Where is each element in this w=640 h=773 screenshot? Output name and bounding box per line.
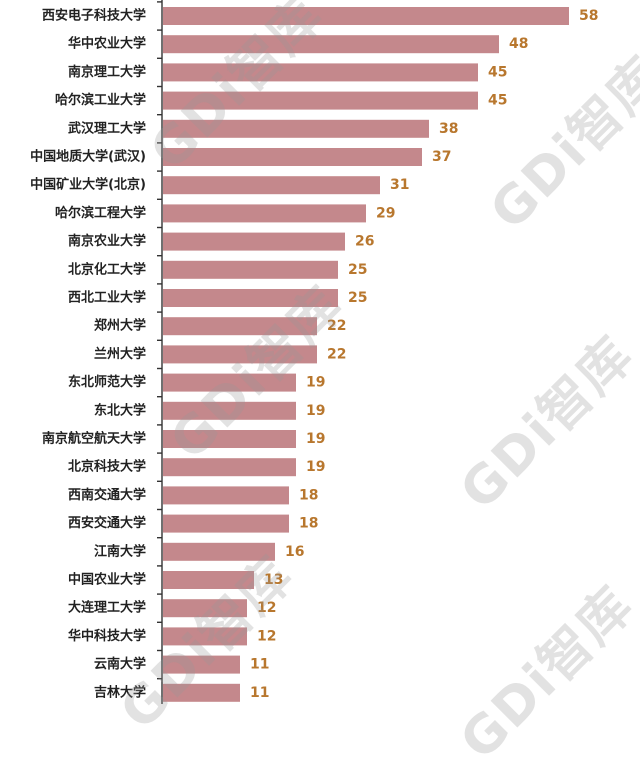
data-label: 19 [306, 403, 325, 419]
bar [163, 599, 247, 618]
category-label: 江南大学 [94, 543, 146, 559]
data-label: 45 [488, 64, 507, 80]
category-label: 中国矿业大学(北京) [30, 177, 146, 193]
bar [163, 458, 296, 477]
bar [163, 317, 317, 336]
bar-chart: 西安电子科技大学 58 华中农业大学 48 南京理工大学 45 哈尔滨工业大学 45 武汉理工大… [30, 0, 598, 704]
bar [163, 655, 240, 674]
bar [163, 260, 338, 279]
data-label: 11 [250, 685, 269, 701]
bar [163, 289, 338, 307]
category-label: 哈尔滨工程大学 [55, 205, 146, 221]
data-label: 18 [299, 487, 318, 503]
data-label: 29 [376, 205, 395, 221]
bar [163, 63, 478, 82]
bar [163, 119, 429, 138]
data-label: 19 [306, 431, 325, 447]
bar [163, 204, 366, 223]
data-label: 25 [348, 290, 367, 306]
data-label: 25 [348, 262, 367, 278]
category-label: 中国农业大学 [68, 572, 146, 588]
data-label: 12 [257, 600, 276, 616]
category-label: 武汉理工大学 [68, 120, 146, 136]
category-label: 西北工业大学 [68, 290, 146, 306]
data-label: 18 [299, 516, 318, 532]
category-label: 云南大学 [94, 656, 146, 672]
bar [163, 7, 569, 25]
bar [163, 232, 345, 251]
category-label: 南京航空航天大学 [42, 431, 146, 447]
category-label: 大连理工大学 [68, 600, 146, 616]
data-label: 19 [306, 375, 325, 391]
category-label: 西南交通大学 [68, 487, 146, 503]
category-label: 西安交通大学 [68, 515, 146, 531]
bar [163, 148, 422, 166]
bar [163, 401, 296, 420]
category-label: 中国地质大学(武汉) [30, 149, 146, 165]
data-label: 45 [488, 93, 507, 109]
bar [163, 176, 380, 195]
bar [163, 91, 478, 110]
category-label: 华中科技大学 [68, 628, 146, 644]
data-label: 37 [432, 149, 451, 165]
bar [163, 345, 317, 364]
category-label: 郑州大学 [94, 318, 146, 334]
data-label: 22 [327, 318, 346, 334]
category-label: 哈尔滨工业大学 [55, 92, 146, 108]
category-label: 吉林大学 [94, 684, 146, 700]
data-label: 26 [355, 234, 374, 250]
data-label: 11 [250, 657, 269, 673]
category-label: 东北大学 [94, 402, 146, 418]
category-label: 华中农业大学 [68, 36, 146, 52]
data-label: 31 [390, 177, 409, 193]
bar [163, 486, 289, 505]
bar [163, 514, 289, 533]
data-label: 48 [509, 36, 528, 52]
bar [163, 542, 275, 561]
data-label: 38 [439, 121, 458, 137]
category-label: 北京科技大学 [68, 459, 146, 475]
category-label: 西安电子科技大学 [42, 8, 146, 24]
category-label: 北京化工大学 [68, 261, 146, 277]
data-label: 58 [579, 8, 598, 24]
category-label: 东北师范大学 [68, 374, 146, 390]
data-label: 13 [264, 572, 283, 588]
bar [163, 683, 240, 702]
bar [163, 373, 296, 392]
bar [163, 571, 254, 589]
category-label: 南京农业大学 [68, 233, 146, 249]
category-label: 南京理工大学 [68, 64, 146, 80]
data-label: 22 [327, 346, 346, 362]
bar [163, 35, 499, 54]
category-label: 兰州大学 [94, 346, 146, 362]
bar [163, 430, 296, 448]
bar [163, 627, 247, 646]
data-label: 12 [257, 628, 276, 644]
data-label: 16 [285, 544, 304, 560]
data-label: 19 [306, 459, 325, 475]
